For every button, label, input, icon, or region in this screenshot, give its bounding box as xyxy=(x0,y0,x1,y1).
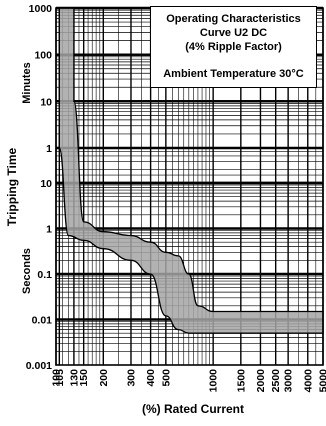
y-axis-seconds-label: Seconds xyxy=(21,248,33,294)
x-tick-label: 500 xyxy=(160,369,172,387)
x-tick-label: 5000 xyxy=(318,369,326,393)
y-seconds-tick-label: 0.01 xyxy=(32,315,53,327)
chart-title-line-3: (4% Ripple Factor) xyxy=(185,41,282,53)
y-seconds-tick-label: 1 xyxy=(46,224,52,236)
x-tick-label: 150 xyxy=(78,369,90,387)
y-seconds-tick-label: 0.001 xyxy=(26,360,52,372)
x-tick-label: 2500 xyxy=(270,369,282,393)
y-minutes-tick-label: 100 xyxy=(34,50,52,62)
chart-subtitle: Ambient Temperature 30°C xyxy=(163,68,304,80)
x-tick-label: 1500 xyxy=(235,369,247,393)
x-tick-label: 2000 xyxy=(255,369,267,393)
y-minutes-tick-label: 1000 xyxy=(29,3,53,15)
x-tick-label: 100 xyxy=(51,369,63,387)
y-minutes-tick-label: 10 xyxy=(40,96,52,108)
x-tick-label: 400 xyxy=(145,369,157,387)
x-axis-label: (%) Rated Current xyxy=(141,402,244,416)
x-tick-label: 1000 xyxy=(208,369,220,393)
chart-title-line-2: Curve U2 DC xyxy=(199,27,268,39)
x-tick-label: 4000 xyxy=(302,369,314,393)
chart-title-line-1: Operating Characteristics xyxy=(166,13,301,25)
x-tick-label: 130 xyxy=(68,369,80,387)
x-tick-label: 300 xyxy=(125,369,137,387)
y-seconds-tick-label: 10 xyxy=(40,178,52,190)
x-tick-label: 3000 xyxy=(283,369,295,393)
y-minutes-tick-label: 1 xyxy=(46,143,52,155)
x-tick-label: 200 xyxy=(98,369,110,387)
chart-title-box: Operating Characteristics Curve U2 DC (4… xyxy=(150,6,317,88)
y-axis-minutes-label: Minutes xyxy=(21,62,33,104)
x-tick-label: 105 xyxy=(54,369,66,387)
y-axis-label: Tripping Time xyxy=(5,147,19,227)
y-seconds-tick-label: 0.1 xyxy=(37,269,52,281)
